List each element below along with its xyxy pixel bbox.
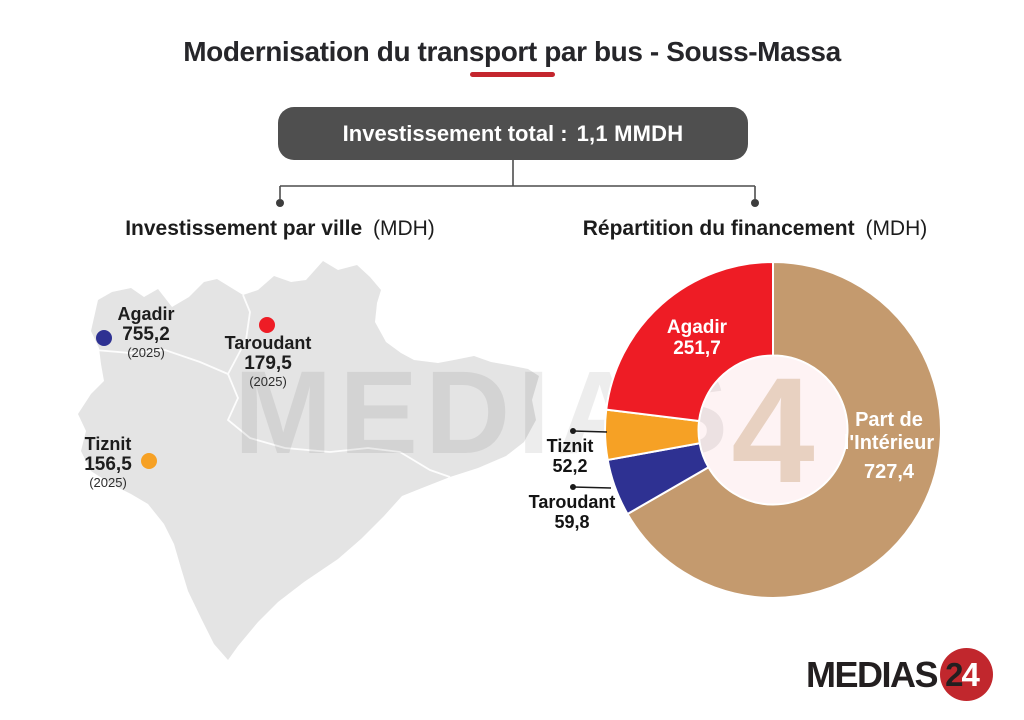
- map-dot-tiznit: [141, 453, 157, 469]
- city-year: (2025): [127, 345, 165, 360]
- medias-watermark-number: 4: [731, 346, 815, 514]
- city-year: (2025): [249, 374, 287, 389]
- total-investment-label: Investissement total :: [342, 120, 568, 146]
- section-left-title: Investissement par ville: [125, 217, 363, 240]
- donut-label-tiznit: Tiznit 52,2: [547, 436, 594, 476]
- section-left-unit: (MDH): [372, 217, 435, 240]
- donut-chart: [604, 261, 942, 599]
- medias24-logo: MEDIAS 2 4: [806, 648, 994, 701]
- map-province-borders: [94, 294, 451, 478]
- donut-label-part-interieur: Part de l'Intérieur 727,4: [844, 409, 934, 483]
- section-header-financing-breakdown: Répartition du financement (MDH): [583, 217, 928, 241]
- donut-label-taroudant: Taroudant 59,8: [529, 492, 616, 532]
- map-label-taroudant: Taroudant 179,5 (2025): [224, 333, 312, 390]
- donut-label-agadir: Agadir 251,7: [667, 317, 727, 359]
- medias24-logo-digit-2: 2: [945, 655, 964, 693]
- city-name: Tiznit: [84, 434, 132, 454]
- slice-name: Taroudant: [528, 492, 616, 512]
- map-dot-taroudant: [259, 317, 275, 333]
- city-name: Agadir: [117, 304, 175, 324]
- map-label-agadir: Agadir 755,2 (2025): [117, 304, 175, 361]
- slice-name-line1: Part de: [855, 409, 923, 431]
- section-right-unit: (MDH): [865, 217, 928, 240]
- section-header-investment-by-city: Investissement par ville (MDH): [125, 217, 435, 241]
- slice-name-line2: l'Intérieur: [843, 432, 935, 454]
- slice-value: 727,4: [863, 461, 915, 483]
- donut-slice-part-de-l-int-rieur: [626, 261, 942, 599]
- total-investment-value: 1,1 MMDH: [576, 120, 684, 146]
- map-dot-agadir: [96, 330, 112, 346]
- city-year: (2025): [89, 475, 127, 490]
- city-value: 755,2: [122, 324, 170, 345]
- donut-slice-agadir: [605, 261, 774, 422]
- city-value: 179,5: [244, 353, 292, 374]
- title-underline-accent: [470, 72, 555, 77]
- slice-name: Tiznit: [546, 436, 594, 456]
- souss-massa-map: [78, 261, 539, 660]
- bracket-endpoint-left: [276, 199, 284, 207]
- slice-name: Agadir: [666, 317, 728, 338]
- leader-dot-taroudant: [570, 484, 576, 490]
- page-title: Modernisation du transport par bus - Sou…: [183, 36, 841, 67]
- city-value: 156,5: [84, 454, 132, 475]
- medias24-logo-text: MEDIAS: [806, 653, 939, 695]
- section-right-title: Répartition du financement: [582, 217, 855, 240]
- bracket-connector: [279, 160, 756, 199]
- slice-value: 251,7: [673, 338, 721, 359]
- bracket-endpoint-right: [751, 199, 759, 207]
- total-investment-box: Investissement total : 1,1 MMDH: [278, 107, 748, 160]
- slice-value: 59,8: [554, 512, 590, 532]
- medias24-logo-red-circle: 2 4: [940, 648, 994, 701]
- map-region-shape: [78, 261, 539, 660]
- map-label-tiznit: Tiznit 156,5 (2025): [84, 434, 132, 491]
- city-name: Taroudant: [224, 333, 312, 353]
- slice-value: 52,2: [552, 456, 588, 476]
- medias24-logo-digit-4: 4: [961, 655, 980, 693]
